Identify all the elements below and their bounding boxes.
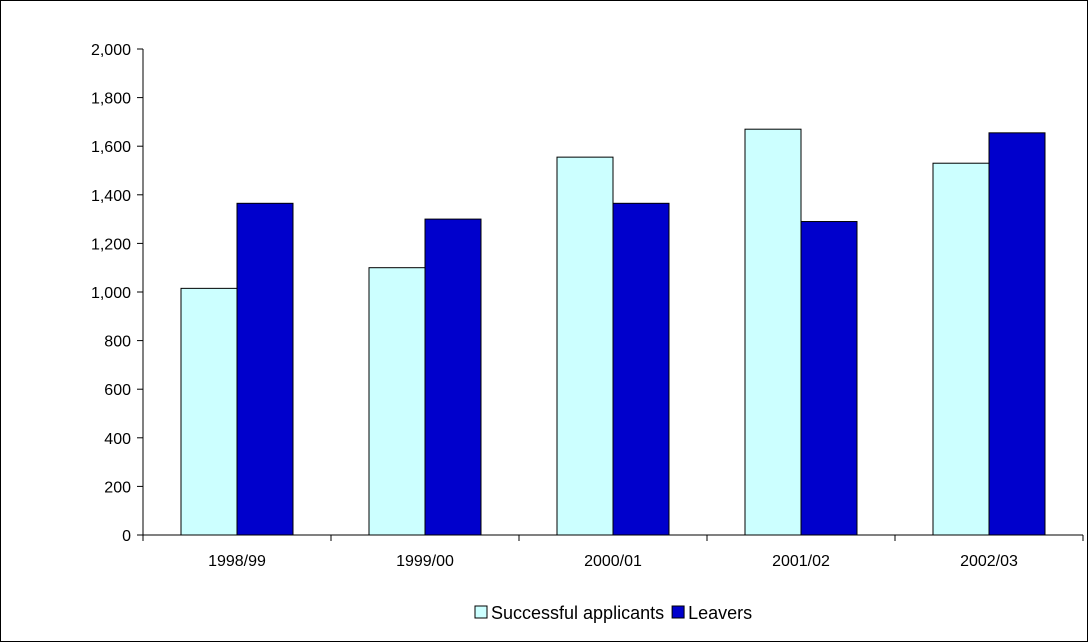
- x-ticks: 1998/99 1999/00 2000/01 2001/02 2002/03: [142, 535, 1084, 570]
- x-tick-label: 2001/02: [772, 553, 830, 570]
- y-tick-label: 600: [104, 382, 131, 399]
- bar-leavers: [800, 221, 858, 536]
- x-tick-label: 1999/00: [396, 553, 454, 570]
- y-tick-label: 0: [122, 528, 131, 545]
- bar-leavers: [612, 202, 670, 536]
- bar-leavers: [424, 218, 482, 536]
- legend-label-successful-applicants: Successful applicants: [491, 603, 664, 623]
- bars: [180, 128, 1046, 536]
- y-tick-label: 2,000: [91, 42, 131, 59]
- bar-successful-applicants: [556, 156, 614, 536]
- bar-successful-applicants: [368, 267, 426, 536]
- x-tick-label: 2002/03: [960, 553, 1018, 570]
- y-ticks: 0 200 400 600 800 1,000 1,200 1,400 1,600 1,800 2,…: [91, 42, 143, 545]
- y-tick-label: 200: [104, 479, 131, 496]
- y-tick-label: 1,400: [91, 188, 131, 205]
- legend-swatch-successful-applicants: [474, 605, 488, 619]
- bar-successful-applicants: [932, 162, 990, 536]
- x-tick-label: 1998/99: [208, 553, 266, 570]
- bar-leavers: [236, 202, 294, 536]
- y-tick-label: 800: [104, 334, 131, 351]
- bar-successful-applicants: [744, 128, 802, 536]
- legend: Successful applicants Leavers: [474, 603, 752, 623]
- y-tick-label: 1,000: [91, 285, 131, 302]
- y-tick-label: 1,200: [91, 236, 131, 253]
- bar-leavers: [988, 132, 1046, 536]
- x-tick-label: 2000/01: [584, 553, 642, 570]
- bar-successful-applicants: [180, 287, 238, 536]
- y-tick-label: 1,800: [91, 91, 131, 108]
- y-tick-label: 400: [104, 431, 131, 448]
- legend-swatch-leavers: [671, 605, 685, 619]
- legend-label-leavers: Leavers: [688, 603, 752, 623]
- y-tick-label: 1,600: [91, 139, 131, 156]
